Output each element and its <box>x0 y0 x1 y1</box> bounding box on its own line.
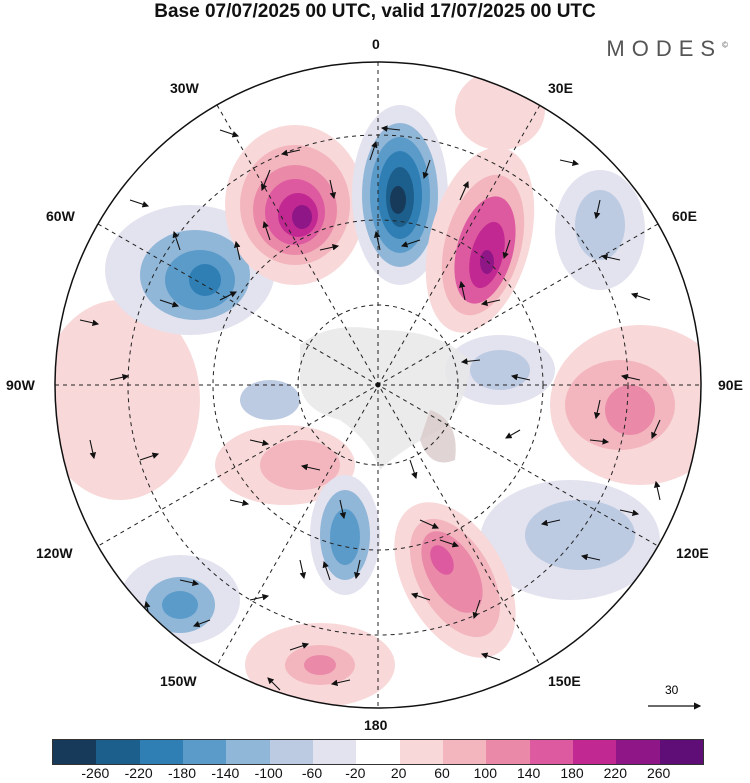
colorbar-swatch <box>226 740 270 764</box>
colorbar-tick-label: 140 <box>516 765 541 781</box>
colorbar-swatch <box>182 740 227 764</box>
colorbar-tick-label: -100 <box>254 765 283 781</box>
colorbar-swatch <box>659 740 703 764</box>
modes-logo: MODES© <box>606 36 728 61</box>
colorbar-swatch <box>442 740 487 764</box>
label-0: 0 <box>372 36 380 52</box>
label-90w: 90W <box>6 377 35 393</box>
label-120e: 120E <box>676 545 709 561</box>
colorbar-tick-label: -20 <box>345 765 366 781</box>
label-30e: 30E <box>548 80 573 96</box>
colorbar-swatch <box>399 740 443 764</box>
colorbar-swatch <box>356 740 400 764</box>
colorbar <box>52 739 704 765</box>
label-30w: 30W <box>170 80 199 96</box>
colorbar-tick-label: 60 <box>434 765 450 781</box>
label-60e: 60E <box>672 208 697 224</box>
colorbar-tick-label: -140 <box>211 765 240 781</box>
colorbar-swatch <box>96 740 140 764</box>
colorbar-swatch <box>312 740 357 764</box>
colorbar-tick-label: -220 <box>124 765 153 781</box>
colorbar-swatch <box>53 740 97 764</box>
anomaly-field <box>55 62 701 708</box>
colorbar-swatch <box>486 740 530 764</box>
colorbar-ticks: -260 -220 -180 -140 -100 -60 -20 20 60 100 140 180 2… <box>0 765 750 783</box>
colorbar-tick-label: -260 <box>81 765 110 781</box>
colorbar-tick-label: 180 <box>560 765 584 781</box>
colorbar-tick-label: 220 <box>603 765 628 781</box>
label-90e: 90E <box>718 377 743 393</box>
colorbar-swatch <box>529 740 573 764</box>
colorbar-swatch <box>572 740 617 764</box>
label-180: 180 <box>364 717 388 733</box>
map-title: Base 07/07/2025 00 UTC, valid 17/07/2025… <box>154 1 596 22</box>
label-150e: 150E <box>548 673 581 689</box>
colorbar-swatch <box>139 740 183 764</box>
label-150w: 150W <box>160 673 197 689</box>
colorbar-swatch <box>269 740 313 764</box>
colorbar-tick-label: -180 <box>167 765 197 781</box>
label-60w: 60W <box>46 208 75 224</box>
reference-vector: 30 <box>665 683 679 697</box>
colorbar-tick-label: 260 <box>646 765 671 781</box>
colorbar-tick-label: 100 <box>473 765 498 781</box>
colorbar-swatch <box>616 740 660 764</box>
colorbar-tick-label: -60 <box>301 765 323 781</box>
colorbar-tick-label: 20 <box>390 765 407 781</box>
label-120w: 120W <box>36 545 73 561</box>
